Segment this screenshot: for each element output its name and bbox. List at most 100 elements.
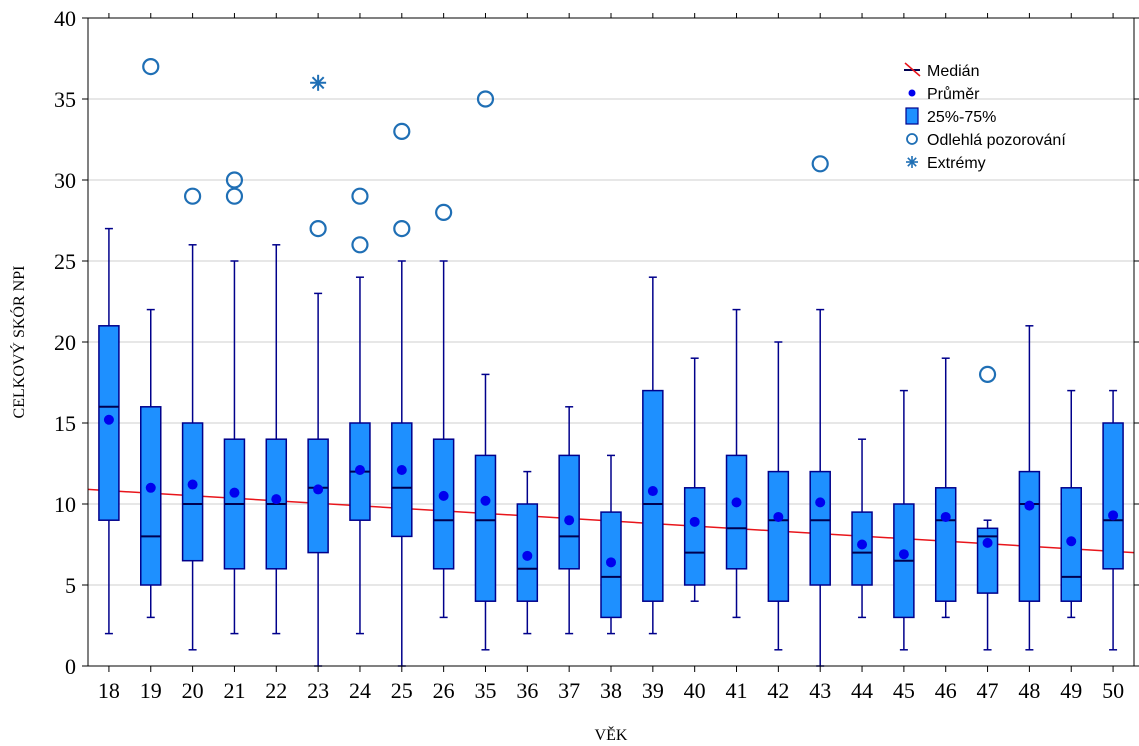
legend-item: Medián	[904, 62, 979, 80]
x-tick-label: 21	[223, 678, 245, 703]
box-iqr	[976, 527, 999, 594]
box-iqr	[934, 487, 957, 602]
legend-outlier-icon	[906, 133, 918, 145]
mean-dot	[982, 537, 993, 548]
outlier-point	[142, 57, 160, 76]
outlier-series	[142, 57, 997, 383]
box-47	[976, 519, 999, 651]
outlier-point	[811, 155, 829, 173]
box-iqr	[558, 454, 580, 570]
mean-dot	[396, 464, 407, 475]
outlier-point	[225, 187, 244, 205]
x-tick-label: 41	[726, 678, 748, 703]
legend-extreme-icon	[907, 157, 917, 167]
y-tick-label: 35	[54, 87, 76, 112]
legend-label: Odlehlá pozorování	[927, 132, 1066, 149]
box-iqr	[432, 438, 455, 570]
box-43	[809, 308, 831, 667]
box-37	[558, 406, 580, 635]
gridlines	[88, 98, 1134, 586]
legend-label: Průměr	[927, 85, 980, 103]
mean-dot	[271, 494, 282, 505]
legend-item: 25%-75%	[905, 107, 996, 126]
axes: 0 5 10 15 20 25 30 35 40 18 19 20 21 22 23 24 25 26 35 36 37…	[54, 6, 1139, 703]
box-iqr	[809, 470, 831, 586]
box-45	[893, 389, 915, 651]
legend-item: Extrémy	[906, 155, 986, 172]
outlier-point	[225, 171, 244, 189]
mean-dot	[1108, 510, 1119, 521]
x-tick-label: 18	[98, 678, 120, 703]
outlier-point	[309, 220, 327, 238]
box-41	[725, 308, 748, 619]
mean-dot	[857, 539, 868, 550]
box-36	[516, 470, 539, 635]
x-tick-label: 22	[265, 678, 287, 703]
box-iqr	[1018, 470, 1041, 602]
x-axis-title: VĚK	[595, 725, 628, 744]
box-iqr	[767, 470, 790, 602]
box-49	[1060, 389, 1082, 619]
mean-dot	[313, 484, 324, 495]
mean-dot	[229, 487, 240, 498]
outlier-point	[184, 187, 202, 205]
box-42	[767, 341, 790, 651]
box-iqr	[181, 422, 204, 562]
box-39	[642, 276, 664, 635]
outlier-point	[476, 90, 495, 108]
x-tick-label: 35	[474, 678, 496, 703]
x-tick-label: 50	[1102, 678, 1124, 703]
legend-item: Průměr	[908, 85, 980, 103]
x-tick-label: 37	[558, 678, 580, 703]
x-tick-label: 38	[600, 678, 622, 703]
mean-dot	[564, 515, 575, 526]
outlier-point	[393, 122, 411, 140]
x-tick-label: 43	[809, 678, 831, 703]
box-series	[98, 227, 1124, 667]
x-tick-label: 19	[140, 678, 162, 703]
mean-dot	[145, 482, 156, 493]
mean-dot	[815, 497, 826, 508]
x-tick-label: 39	[642, 678, 664, 703]
extreme-point	[310, 74, 327, 91]
y-tick-label: 25	[54, 249, 76, 274]
x-tick-label: 40	[684, 678, 706, 703]
x-tick-label: 36	[516, 678, 538, 703]
legend: Medián Průměr 25%-75% Odlehlá pozorování Ext…	[904, 62, 1066, 172]
box-21	[223, 260, 246, 635]
mean-dot	[689, 516, 700, 527]
box-20	[181, 244, 204, 651]
x-tick-label: 26	[433, 678, 455, 703]
outlier-point	[351, 187, 369, 205]
x-tick-label: 46	[935, 678, 957, 703]
mean-dot	[773, 511, 784, 522]
box-iqr	[1102, 422, 1124, 570]
box-44	[851, 438, 873, 619]
y-tick-label: 5	[65, 573, 76, 598]
box-25	[391, 260, 413, 667]
y-tick-label: 20	[54, 330, 76, 355]
outlier-point	[351, 236, 369, 254]
y-tick-label: 10	[54, 492, 76, 517]
x-tick-label: 49	[1060, 678, 1082, 703]
mean-dot	[898, 549, 909, 560]
box-iqr	[725, 454, 748, 570]
box-19	[140, 308, 162, 619]
x-tick-label: 24	[349, 678, 371, 703]
mean-dot	[1024, 500, 1035, 511]
mean-dot	[522, 550, 533, 561]
box-38	[600, 454, 622, 635]
x-tick-label: 25	[391, 678, 413, 703]
mean-dot	[480, 495, 491, 506]
outlier-point	[435, 203, 453, 221]
legend-label: 25%-75%	[927, 109, 996, 126]
box-22	[265, 244, 288, 635]
box-50	[1102, 389, 1124, 651]
box-iqr	[391, 422, 413, 538]
x-tick-label: 44	[851, 678, 873, 703]
mean-dot	[103, 414, 114, 425]
y-tick-label: 30	[54, 168, 76, 193]
box-18	[98, 227, 120, 635]
x-tick-label: 47	[977, 678, 999, 703]
